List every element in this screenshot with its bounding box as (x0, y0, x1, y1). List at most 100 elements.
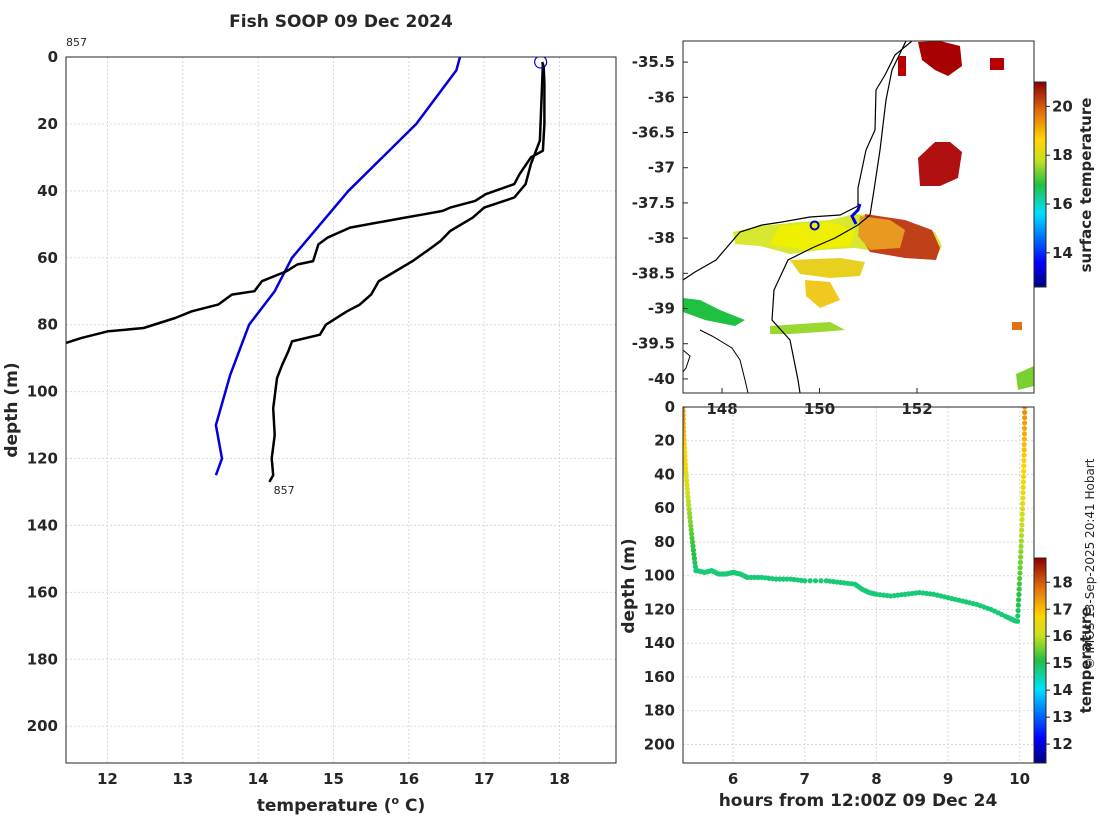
bottom-track-point (780, 576, 786, 582)
ascent-point (1016, 597, 1022, 603)
ascent-point (1016, 591, 1022, 598)
ascent-point (1021, 468, 1027, 474)
descent-point (688, 531, 695, 537)
ascent-point (1020, 500, 1026, 507)
descent-point (691, 555, 697, 561)
temperature-colorbar-tick-label: 17 (1052, 600, 1073, 618)
section-ytick-label: 60 (654, 499, 675, 517)
descent-point (683, 424, 687, 431)
profile-xtick-label: 13 (172, 770, 193, 788)
descent-point (683, 478, 690, 484)
profile-xtick-label: 14 (248, 770, 269, 788)
temperature-colorbar-tick-label: 16 (1052, 627, 1073, 645)
section-ylabel: depth (m) (619, 538, 639, 633)
ascent-point (1019, 511, 1025, 517)
ascent-point (1016, 581, 1023, 587)
descent-point (684, 482, 690, 488)
section-xtick-label: 9 (943, 770, 953, 788)
profile-xtick-label: 15 (323, 770, 344, 788)
profile-start-marker (534, 57, 548, 69)
temperature-colorbar-tick-label: 14 (1052, 681, 1073, 699)
sst-patch-south (790, 258, 865, 278)
map-ytick-label: -39 (648, 300, 675, 318)
bottom-track-point (802, 578, 808, 584)
section-ytick-label: 0 (665, 398, 675, 416)
descent-point (690, 547, 697, 553)
profile-annotation-bottom: 857 (274, 484, 295, 497)
mainland-coastline (683, 41, 913, 281)
ascent-point (1022, 407, 1028, 410)
profile-ytick-label: 100 (27, 383, 58, 401)
profile-ytick-label: 0 (48, 48, 58, 66)
descent-point (683, 412, 686, 418)
descent-point (688, 527, 694, 533)
series-climatology (214, 57, 462, 476)
sst-patch-yellow (770, 222, 855, 250)
sst-patch-orange-dot (1012, 322, 1022, 330)
section-xtick-label: 6 (728, 770, 738, 788)
descent-point (683, 441, 687, 447)
map-ytick-label: -36 (648, 88, 675, 106)
descent-point (686, 506, 692, 512)
profile-ytick-label: 140 (27, 516, 58, 534)
profile-xlabel-main: temperature ( (257, 796, 392, 816)
ascent-point (1017, 570, 1023, 576)
section-ytick-label: 20 (654, 432, 675, 450)
map-xtick-label: 152 (901, 400, 932, 418)
bottom-track-point (784, 576, 790, 582)
temperature-colorbar-tick-label: 18 (1052, 573, 1073, 591)
bottom-track-point (752, 574, 758, 581)
section-xtick-label: 7 (800, 770, 810, 788)
map-tick-labels: -35.5 -36 -36.5 -37 -37.5 -38 -38.5 -39 -39.5 -40… (632, 53, 933, 418)
section-ytick-label: 40 (654, 465, 675, 483)
ascent-point (1021, 447, 1027, 453)
map-ytick-label: -40 (648, 370, 675, 388)
section-points (683, 407, 1028, 624)
series-profile-down (66, 61, 546, 345)
profile-xlabel-sup: o (392, 794, 400, 807)
section-ytick-label: 160 (644, 668, 675, 686)
sst-patch-north-east (990, 58, 1004, 70)
bottom-track-point (755, 574, 761, 581)
profile-xlabel: temperature (o C) (257, 794, 426, 816)
profile-ylabel: depth (m) (2, 362, 22, 457)
series-profile-up (268, 63, 545, 483)
descent-point (689, 539, 696, 545)
sst-patch-south2 (805, 280, 840, 308)
descent-point (683, 449, 688, 455)
temperature-colorbar-ticks: 12 13 14 15 16 17 18 (1046, 573, 1073, 753)
descent-point (685, 494, 691, 500)
profile-axes-box (65, 56, 617, 764)
ascent-point (1018, 543, 1024, 549)
ascent-point (1021, 425, 1028, 432)
map-ytick-label: -39.5 (632, 335, 675, 353)
profile-ytick-label: 80 (37, 316, 58, 334)
profile-series (66, 57, 548, 483)
ascent-point (1022, 415, 1028, 421)
descent-point (683, 457, 688, 463)
bottom-track-point (773, 576, 779, 582)
temperature-colorbar-tick-label: 15 (1052, 654, 1073, 672)
ascent-point (1017, 575, 1023, 582)
ascent-point (1018, 532, 1025, 539)
bottom-track-point (748, 574, 754, 581)
ascent-point (1022, 409, 1028, 415)
sst-colorbar-label: surface temperature (1077, 98, 1095, 273)
descent-point (683, 473, 689, 480)
temperature-colorbar-tick-label: 13 (1052, 708, 1073, 726)
profile-grid (66, 56, 616, 763)
map-ytick-label: -35.5 (632, 53, 675, 71)
ascent-point (1021, 463, 1027, 469)
profile-ytick-label: 40 (37, 182, 58, 200)
island-coast (683, 349, 691, 373)
descent-point (684, 486, 690, 492)
ascent-point (1020, 495, 1026, 501)
sst-colorbar-tick-label: 20 (1052, 97, 1073, 115)
ascent-point (1020, 490, 1026, 496)
ascent-point (1021, 420, 1028, 426)
ascent-point (1021, 457, 1027, 464)
ascent-point (1021, 452, 1027, 458)
profile-xtick-label: 16 (398, 770, 419, 788)
profile-ytick-label: 20 (37, 115, 58, 133)
